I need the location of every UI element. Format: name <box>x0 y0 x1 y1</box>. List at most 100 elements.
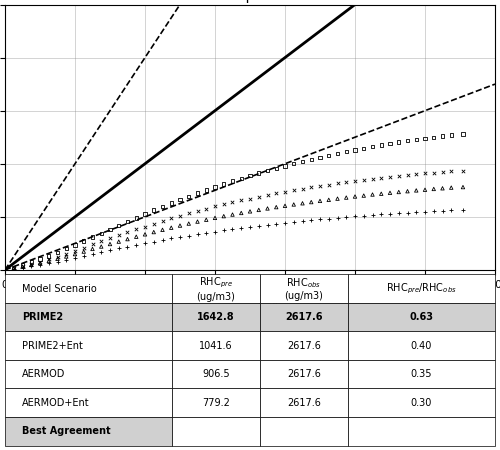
Point <box>351 146 359 153</box>
Point <box>246 208 254 215</box>
Point <box>316 197 324 204</box>
Point <box>334 214 342 221</box>
Point <box>211 214 219 221</box>
Point <box>45 257 53 265</box>
Point <box>10 265 18 272</box>
Point <box>325 215 333 222</box>
Point <box>342 148 350 155</box>
Point <box>211 203 219 210</box>
Point <box>438 184 446 192</box>
Point <box>88 251 96 258</box>
Point <box>27 263 35 270</box>
Point <box>386 210 394 217</box>
Point <box>132 214 140 221</box>
Point <box>290 160 298 167</box>
Point <box>412 187 420 194</box>
Point <box>395 210 403 217</box>
Point <box>124 229 132 236</box>
Point <box>298 200 306 207</box>
Point <box>88 245 96 252</box>
Point <box>150 207 158 214</box>
Point <box>158 236 166 243</box>
Point <box>459 167 467 174</box>
Point <box>185 210 193 217</box>
Point <box>167 224 175 231</box>
Point <box>307 184 316 191</box>
Point <box>36 259 44 266</box>
Point <box>228 177 236 184</box>
Point <box>459 184 467 191</box>
Point <box>97 230 106 237</box>
Point <box>246 223 254 230</box>
Point <box>62 256 70 263</box>
Point <box>194 218 202 225</box>
Point <box>71 241 79 248</box>
Point <box>254 170 263 177</box>
Point <box>176 196 184 203</box>
Point <box>351 213 359 220</box>
Point <box>281 202 289 209</box>
Point <box>360 192 368 199</box>
Point <box>228 211 236 218</box>
Point <box>386 189 394 196</box>
Point <box>334 195 342 202</box>
Point <box>281 219 289 226</box>
Point <box>62 250 70 257</box>
Point <box>228 198 236 206</box>
Point <box>54 253 62 260</box>
Point <box>246 195 254 202</box>
Point <box>10 265 18 272</box>
Point <box>80 238 88 245</box>
Point <box>368 175 376 182</box>
Point <box>378 211 386 218</box>
Point <box>54 249 62 256</box>
Point <box>290 201 298 208</box>
Point <box>298 158 306 165</box>
Title: Receptor 2: Receptor 2 <box>212 0 288 3</box>
Point <box>325 181 333 188</box>
Point <box>412 208 420 216</box>
Point <box>80 244 88 251</box>
Point <box>272 220 280 227</box>
Point <box>298 217 306 225</box>
Point <box>220 180 228 188</box>
Point <box>298 185 306 192</box>
Point <box>45 252 53 260</box>
Point <box>368 212 376 219</box>
Point <box>167 235 175 242</box>
Point <box>459 130 467 138</box>
Point <box>54 255 62 262</box>
Point <box>316 154 324 161</box>
Point <box>97 243 106 250</box>
Point <box>132 233 140 240</box>
Point <box>27 261 35 268</box>
Point <box>421 135 429 142</box>
Point <box>342 213 350 220</box>
Point <box>141 223 149 230</box>
Point <box>290 187 298 194</box>
Point <box>124 235 132 243</box>
Point <box>114 222 123 229</box>
Point <box>272 203 280 211</box>
Point <box>254 206 263 213</box>
Point <box>307 216 316 224</box>
Point <box>71 254 79 261</box>
Point <box>325 196 333 203</box>
Point <box>185 193 193 200</box>
Point <box>395 139 403 146</box>
Point <box>194 207 202 215</box>
Point <box>220 212 228 220</box>
Point <box>80 248 88 255</box>
Point <box>211 183 219 190</box>
Point <box>430 169 438 176</box>
Point <box>438 133 446 140</box>
Point <box>114 245 123 252</box>
Point <box>237 225 245 232</box>
Point <box>438 168 446 176</box>
Point <box>27 261 35 269</box>
Point <box>334 150 342 157</box>
Point <box>404 188 411 195</box>
Point <box>176 212 184 219</box>
Point <box>194 189 202 197</box>
Point <box>272 165 280 172</box>
